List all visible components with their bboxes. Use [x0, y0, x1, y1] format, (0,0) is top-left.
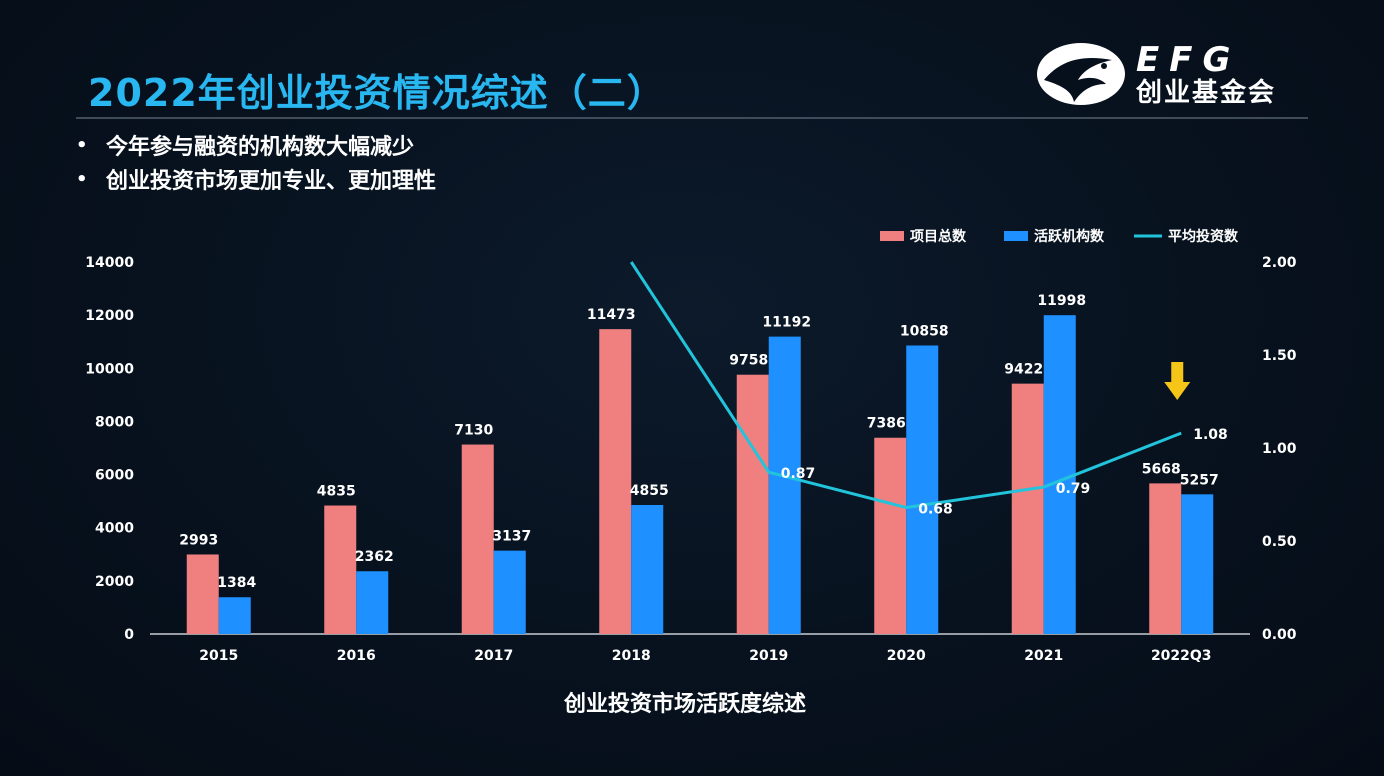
y-left-tick-label: 0	[124, 627, 134, 643]
bar-orgs	[631, 504, 664, 634]
bar-projects-label: 5668	[1142, 461, 1181, 477]
bar-orgs-label: 2362	[355, 549, 394, 565]
page-title: 2022年创业投资情况综述（二）	[88, 71, 666, 115]
bar-orgs	[356, 571, 389, 634]
bar-projects-label: 4835	[317, 484, 356, 500]
eagle-logo-icon	[1037, 43, 1125, 105]
bar-projects	[599, 329, 632, 634]
line-point-label: 1.08	[1193, 427, 1228, 443]
line-avg-investment	[629, 261, 1182, 510]
down-arrow-icon	[1164, 362, 1191, 400]
bar-orgs	[218, 597, 251, 634]
bullet-item: • 创业投资市场更加专业、更加理性	[76, 162, 436, 196]
y-left-tick-label: 6000	[95, 468, 134, 484]
line-point-label: 0.79	[1056, 481, 1091, 497]
bullet-list: • 今年参与融资的机构数大幅减少 • 创业投资市场更加专业、更加理性	[76, 128, 436, 196]
y-left-tick-label: 8000	[95, 414, 134, 430]
bar-projects-label: 2993	[179, 532, 218, 548]
line-point-label: 0.68	[918, 502, 953, 518]
legend-label: 活跃机构数	[1034, 228, 1105, 245]
bar-orgs-label: 5257	[1180, 472, 1219, 488]
x-tick-label: 2020	[887, 648, 926, 664]
bar-orgs-label: 10858	[900, 323, 949, 339]
legend-swatch	[880, 231, 904, 241]
x-tick-label: 2021	[1024, 648, 1063, 664]
logo-en-text: EFG	[1136, 40, 1241, 80]
bar-orgs	[768, 336, 801, 634]
y-right-tick-label: 1.50	[1262, 348, 1297, 364]
x-tick-label: 2015	[199, 648, 238, 664]
y-right-tick-label: 2.00	[1262, 255, 1297, 271]
x-tick-label: 2017	[474, 648, 513, 664]
x-tick-label: 2019	[749, 648, 788, 664]
bar-projects	[461, 444, 494, 634]
x-tick-label: 2018	[612, 648, 651, 664]
bar-orgs-label: 3137	[492, 529, 531, 545]
bar-orgs-label: 11192	[762, 315, 811, 331]
bar-projects-label: 7386	[867, 416, 906, 432]
bar-projects-label: 9758	[729, 353, 768, 369]
y-right-tick-label: 0.00	[1262, 627, 1297, 643]
y-left-tick-label: 12000	[85, 308, 134, 324]
bar-projects	[186, 554, 219, 634]
bullet-dot-icon: •	[76, 168, 88, 190]
bullet-dot-icon: •	[76, 134, 88, 156]
y-left-tick-label: 14000	[85, 255, 134, 271]
x-tick-label: 2016	[337, 648, 376, 664]
legend-swatch	[1004, 231, 1028, 241]
x-tick-label: 2022Q3	[1151, 648, 1212, 664]
logo-cn-text: 创业基金会	[1136, 78, 1277, 108]
y-left-tick-label: 10000	[85, 361, 134, 377]
bar-projects	[324, 505, 357, 634]
y-right-tick-label: 0.50	[1262, 534, 1297, 550]
bar-orgs-label: 11998	[1037, 293, 1086, 309]
y-left-tick-label: 4000	[95, 521, 134, 537]
bar-projects-label: 9422	[1004, 362, 1043, 378]
bar-orgs	[1181, 494, 1214, 634]
bullet-text: 创业投资市场更加专业、更加理性	[106, 169, 437, 194]
y-left-tick-label: 2000	[95, 574, 134, 590]
bar-projects	[1011, 383, 1044, 634]
bar-projects	[874, 437, 907, 634]
line-point-label: 0.87	[781, 466, 816, 482]
bar-orgs	[906, 345, 939, 634]
bullet-item: • 今年参与融资的机构数大幅减少	[76, 128, 436, 162]
bar-projects	[1149, 483, 1182, 634]
legend-label: 平均投资数	[1168, 228, 1239, 245]
title-divider	[76, 117, 1308, 119]
bar-orgs	[1043, 315, 1076, 634]
bar-orgs	[493, 550, 526, 634]
chart-caption: 创业投资市场活跃度综述	[563, 692, 806, 717]
bar-orgs-label: 1384	[217, 575, 256, 591]
legend-label: 项目总数	[910, 228, 967, 245]
bar-orgs-label: 4855	[630, 483, 669, 499]
bar-projects-label: 7130	[454, 423, 493, 439]
y-right-tick-label: 1.00	[1262, 441, 1297, 457]
efg-logo: EFG 创业基金会	[1034, 40, 1306, 108]
bar-projects	[736, 374, 769, 634]
bar-projects-label: 11473	[587, 307, 636, 323]
bullet-text: 今年参与融资的机构数大幅减少	[106, 135, 415, 160]
